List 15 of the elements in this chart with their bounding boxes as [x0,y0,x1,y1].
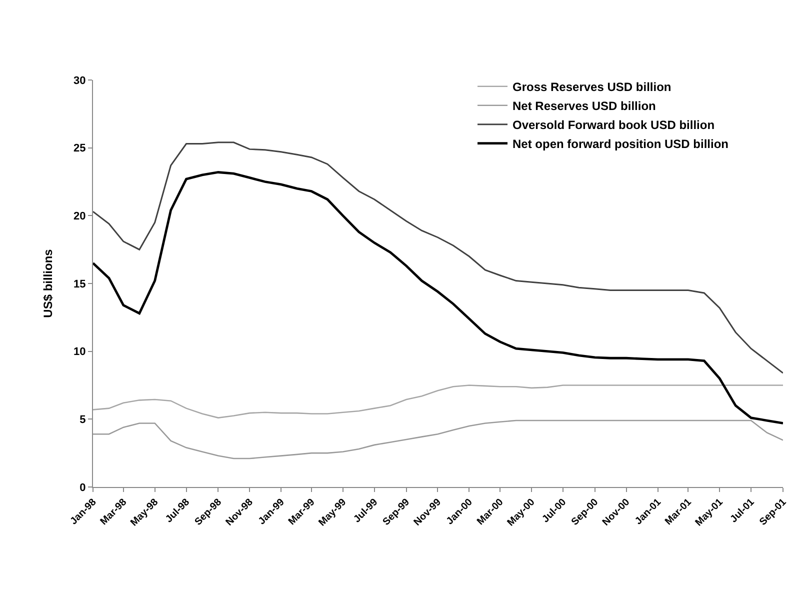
legend-label: Oversold Forward book USD billion [512,118,715,132]
y-tick-label: 30 [74,74,86,87]
y-axis-title: US$ billions [40,248,55,318]
line-series [93,384,783,418]
y-tick-label: 0 [80,482,86,494]
line-series [93,420,783,460]
y-tick-label: 5 [80,414,86,426]
legend-label: Net open forward position USD billion [512,137,728,152]
y-tick-label: 20 [74,210,86,223]
y-tick-label: 15 [74,278,86,290]
legend-label: Gross Reserves USD billion [512,80,672,94]
y-tick-label: 10 [74,346,86,358]
y-tick-label: 25 [74,142,86,155]
line-series [93,171,783,424]
legend-label: Net Reserves USD billion [512,99,656,114]
